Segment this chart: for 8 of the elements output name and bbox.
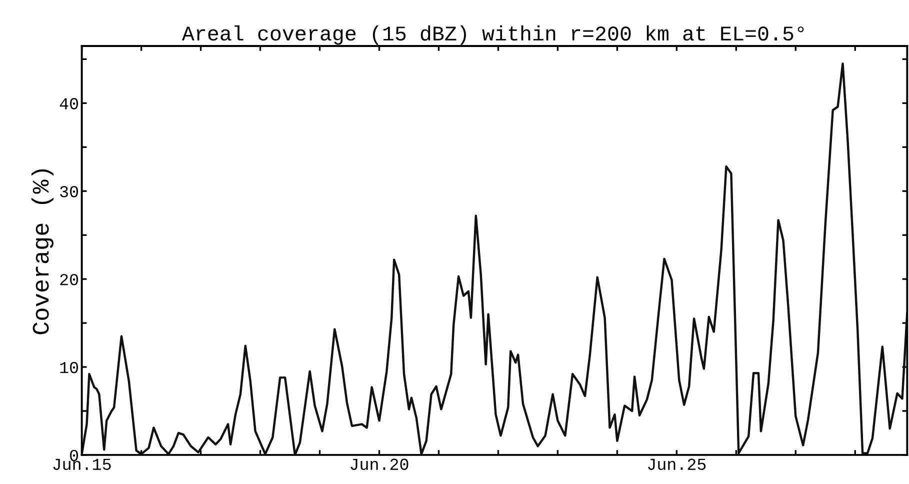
y-tick-label: 20: [60, 274, 78, 286]
y-tick-label: 40: [60, 98, 78, 110]
y-tick-label: 30: [60, 186, 78, 198]
y-axis-title: Coverage (%): [31, 169, 54, 334]
y-tick-label: 10: [60, 362, 78, 374]
x-tick-label: Jun.25: [648, 458, 706, 470]
x-tick-label: Jun.20: [350, 458, 408, 470]
chart-title: Areal coverage (15 dBZ) within r=200 km at EL=0.5°: [182, 25, 804, 45]
